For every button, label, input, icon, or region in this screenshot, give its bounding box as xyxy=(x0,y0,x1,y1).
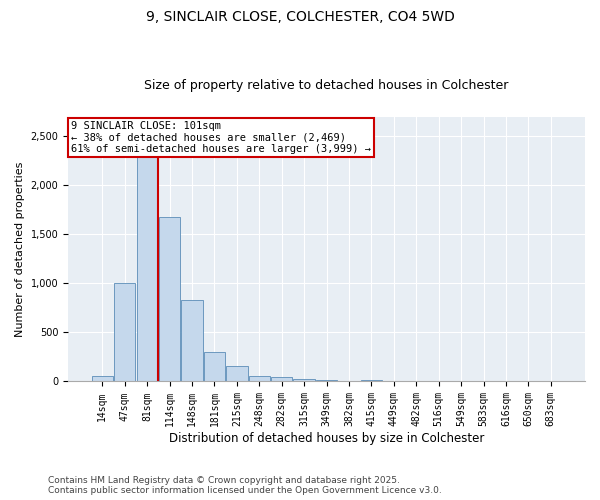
Bar xyxy=(181,300,203,382)
Title: Size of property relative to detached houses in Colchester: Size of property relative to detached ho… xyxy=(145,79,509,92)
Bar xyxy=(293,378,315,382)
Bar xyxy=(204,352,225,382)
Bar xyxy=(361,380,382,382)
Text: 9 SINCLAIR CLOSE: 101sqm
← 38% of detached houses are smaller (2,469)
61% of sem: 9 SINCLAIR CLOSE: 101sqm ← 38% of detach… xyxy=(71,120,371,154)
Text: 9, SINCLAIR CLOSE, COLCHESTER, CO4 5WD: 9, SINCLAIR CLOSE, COLCHESTER, CO4 5WD xyxy=(146,10,454,24)
Bar xyxy=(92,376,113,382)
Bar xyxy=(226,366,248,382)
Bar xyxy=(248,376,270,382)
Bar xyxy=(114,284,136,382)
Bar xyxy=(137,136,158,382)
Bar xyxy=(159,217,180,382)
Y-axis label: Number of detached properties: Number of detached properties xyxy=(15,162,25,337)
X-axis label: Distribution of detached houses by size in Colchester: Distribution of detached houses by size … xyxy=(169,432,484,445)
Bar xyxy=(316,380,337,382)
Bar xyxy=(271,377,292,382)
Text: Contains HM Land Registry data © Crown copyright and database right 2025.
Contai: Contains HM Land Registry data © Crown c… xyxy=(48,476,442,495)
